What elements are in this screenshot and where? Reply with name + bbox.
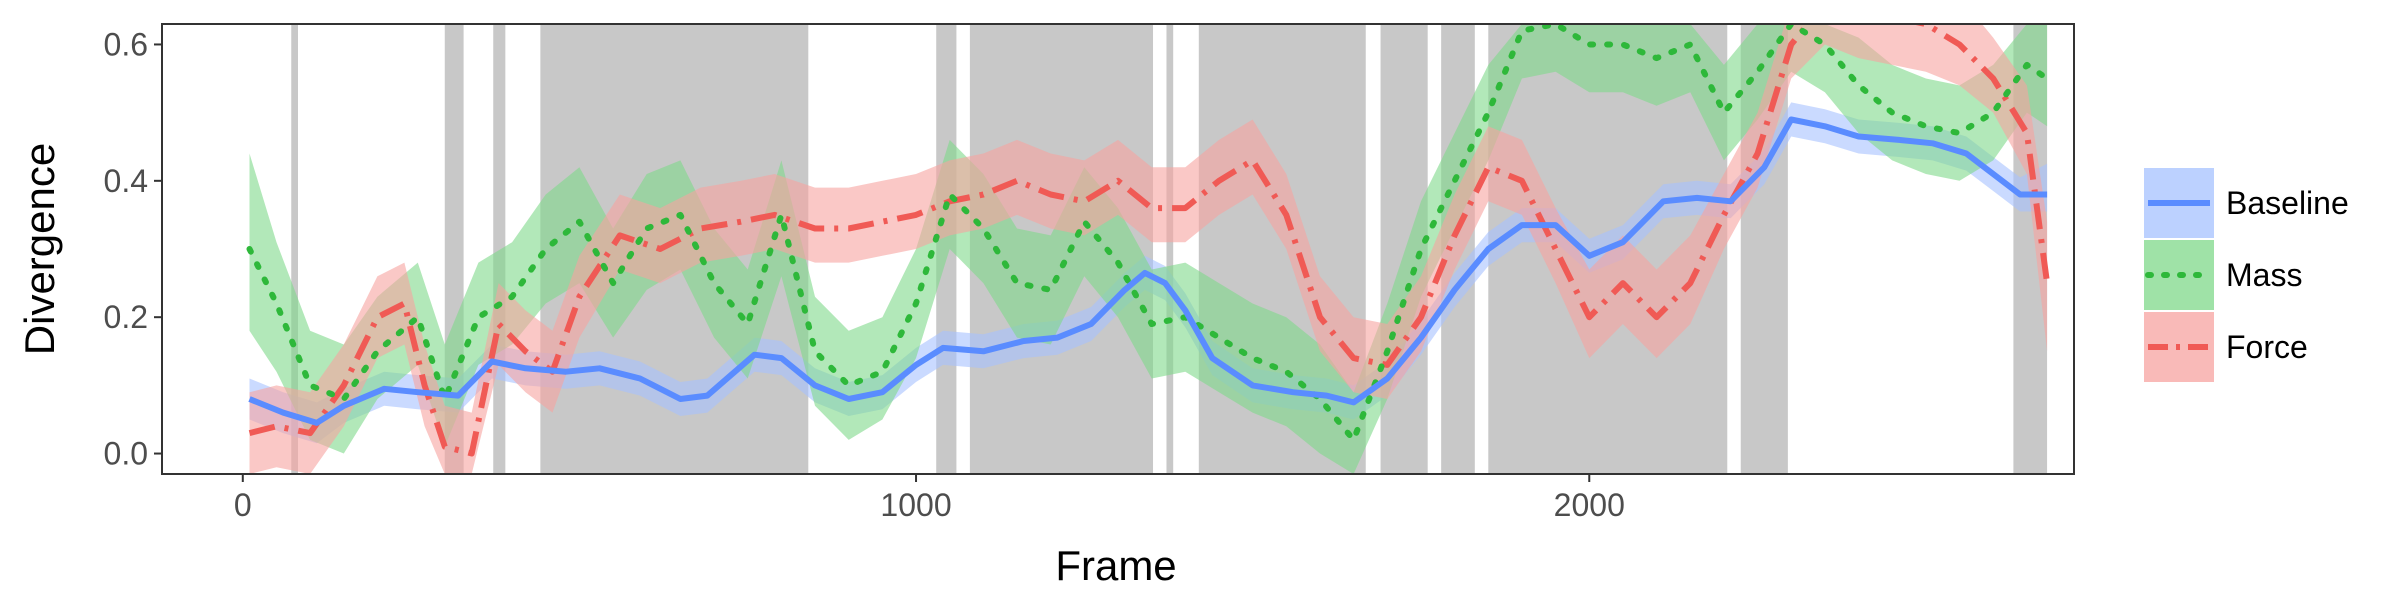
y-axis: 0.0 0.2 0.4 0.6: [104, 26, 162, 472]
y-tick-label-3: 0.6: [104, 26, 148, 62]
legend-label-mass: Mass: [2226, 257, 2302, 293]
x-tick-label-1000: 1000: [880, 487, 951, 523]
x-axis-title: Frame: [1055, 542, 1176, 589]
y-axis-title: Divergence: [16, 143, 63, 355]
line-force: [248, 24, 2051, 457]
line-baseline: [248, 116, 2048, 426]
plot-border: [161, 23, 2075, 475]
shaded-region-6: [1166, 24, 1174, 474]
legend: Baseline Mass Force: [2144, 168, 2349, 382]
shaded-region-0: [291, 24, 298, 474]
y-tick-label-1: 0.2: [104, 299, 148, 335]
legend-label-baseline: Baseline: [2226, 185, 2349, 221]
x-axis: 0 1000 2000: [234, 474, 1625, 523]
x-tick-label-0: 0: [234, 487, 252, 523]
band-force: [249, 24, 2048, 474]
x-tick-label-2000: 2000: [1554, 487, 1625, 523]
plot-area: [161, 23, 2075, 475]
series-lines: [246, 24, 2051, 457]
legend-label-force: Force: [2226, 329, 2308, 365]
line-mass: [246, 24, 2051, 443]
y-tick-label-2: 0.4: [104, 163, 148, 199]
y-tick-label-0: 0.0: [104, 436, 148, 472]
